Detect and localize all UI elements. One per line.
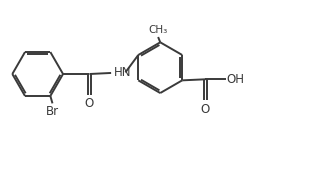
- Text: OH: OH: [227, 73, 245, 86]
- Text: HN: HN: [114, 66, 131, 79]
- Text: O: O: [85, 97, 94, 110]
- Text: Br: Br: [46, 105, 59, 118]
- Text: O: O: [201, 102, 210, 116]
- Text: CH₃: CH₃: [149, 25, 168, 35]
